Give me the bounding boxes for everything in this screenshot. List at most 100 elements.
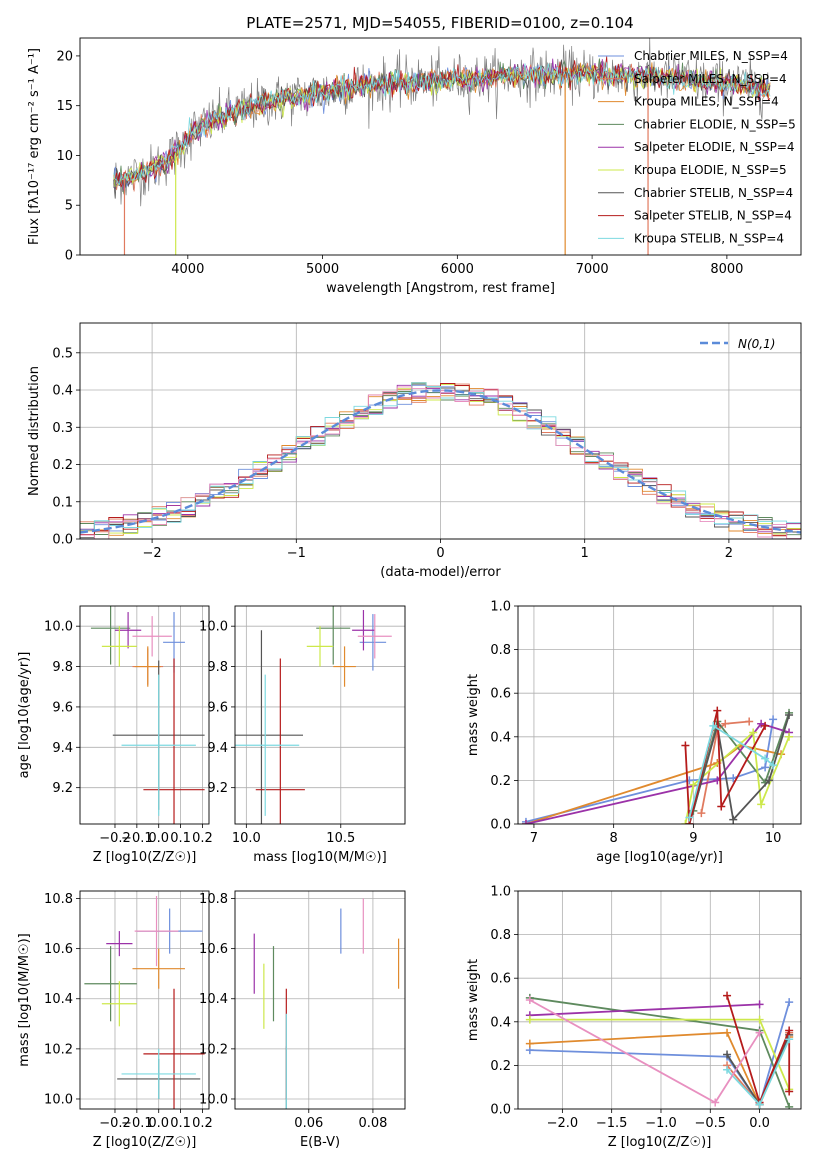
y-tick-label: 10.2 xyxy=(199,1042,228,1057)
weight-series-line xyxy=(529,1003,760,1017)
legend-label: Chabrier ELODIE, N_SSP=5 xyxy=(634,117,796,131)
x-axis-label: Z [log10(Z/Z☉)] xyxy=(93,850,197,865)
x-tick-label: 0.08 xyxy=(358,1116,387,1131)
weight-marker xyxy=(769,715,778,724)
x-tick-label: 5000 xyxy=(306,262,339,277)
weight-marker xyxy=(785,711,794,719)
panel-weight-vs-Z: −2.0 −1.5 −1.0 −0.5 0.0 0.0 0.2 0.4 0.6 0.8 1.0 Z [… xyxy=(466,885,802,1150)
weight-marker xyxy=(785,1102,794,1109)
weight-marker xyxy=(761,721,770,730)
errorbar-point xyxy=(90,606,131,665)
weight-marker xyxy=(525,1039,534,1048)
y-tick-label: 0.0 xyxy=(490,1103,511,1118)
y-tick-label: 9.6 xyxy=(207,700,228,715)
x-tick-label: 0 xyxy=(436,546,444,561)
x-tick-label: 7000 xyxy=(576,262,609,277)
y-axis-label: mass [log10(M/M☉)] xyxy=(17,933,32,1066)
panel-spectrum: 4000 5000 6000 7000 8000 0 5 10 15 20 wavelength [… xyxy=(27,37,802,296)
y-tick-label: 9.4 xyxy=(207,741,228,756)
errorbar-point xyxy=(235,630,303,824)
x-tick-label: 1 xyxy=(581,546,589,561)
x-tick-label: 0.2 xyxy=(192,1116,213,1131)
errorbar-point xyxy=(106,931,133,957)
errorbar-point xyxy=(101,626,137,667)
x-tick-label: 0.1 xyxy=(170,1116,191,1131)
weight-marker xyxy=(723,1028,732,1037)
weight-marker xyxy=(685,813,694,822)
legend-label: Chabrier MILES, N_SSP=4 xyxy=(634,49,788,63)
errorbar-point xyxy=(134,896,179,967)
x-tick-label: 2 xyxy=(725,546,733,561)
y-tick-label: 0.2 xyxy=(490,1059,511,1074)
x-tick-label: −2 xyxy=(143,546,162,561)
x-axis-label: (data-model)/error xyxy=(380,565,501,580)
x-axis-label: mass [log10(M/M☉)] xyxy=(253,850,386,865)
x-tick-label: 10.0 xyxy=(232,831,261,846)
y-tick-label: 0.8 xyxy=(490,643,511,658)
y-tick-label: 0.3 xyxy=(52,421,73,436)
model-spectrum-line xyxy=(113,56,771,188)
weight-marker xyxy=(709,721,718,730)
axes-frame xyxy=(517,890,802,1110)
y-tick-label: 0 xyxy=(65,249,73,264)
weight-marker xyxy=(785,998,794,1007)
weight-marker xyxy=(681,741,690,750)
y-tick-label: 9.2 xyxy=(52,781,73,796)
legend-label: Kroupa ELODIE, N_SSP=5 xyxy=(634,163,787,177)
plot-area-residuals xyxy=(80,382,801,539)
x-tick-label: −1.5 xyxy=(596,1116,628,1131)
y-tick-label: 10.4 xyxy=(199,992,228,1007)
weight-marker xyxy=(785,1035,794,1044)
y-tick-label: 10 xyxy=(56,149,73,164)
y-tick-label: 1.0 xyxy=(490,600,511,615)
y-tick-label: 0.4 xyxy=(52,384,73,399)
residual-histogram-step xyxy=(80,382,801,539)
spectrum-legend: Chabrier MILES, N_SSP=4 Salpeter MILES, N… xyxy=(598,49,796,245)
x-tick-label: −0.1 xyxy=(121,831,153,846)
weight-series-line xyxy=(525,722,790,824)
x-axis-label: Z [log10(Z/Z☉)] xyxy=(93,1135,197,1150)
axes-frame xyxy=(79,37,802,256)
y-tick-label: 9.6 xyxy=(52,700,73,715)
errorbar-point xyxy=(357,614,392,659)
panel-age-vs-mass: 10.0 10.5 9.2 9.4 9.6 9.8 10.0 mass [log10(M/M☉… xyxy=(199,605,406,865)
y-tick-label: 10.0 xyxy=(199,620,228,635)
weight-marker xyxy=(689,780,698,789)
weight-marker xyxy=(723,991,732,1000)
weight-marker xyxy=(749,728,758,737)
weight-marker xyxy=(711,1098,720,1107)
legend-label: Salpeter ELODIE, N_SSP=4 xyxy=(634,140,795,154)
weight-marker xyxy=(761,763,770,772)
y-tick-label: 0.0 xyxy=(490,818,511,833)
weight-marker xyxy=(723,1065,732,1074)
plot-area-mass-vs-EBV xyxy=(253,898,400,1109)
weight-marker xyxy=(755,1015,764,1024)
weight-marker xyxy=(757,800,766,809)
y-tick-label: 0.0 xyxy=(52,533,73,548)
plot-area-weight-vs-age xyxy=(521,706,794,824)
weight-marker xyxy=(761,754,770,763)
errorbar-point xyxy=(132,948,185,989)
y-tick-label: 9.4 xyxy=(52,741,73,756)
weight-marker xyxy=(681,820,690,824)
y-tick-label: 20 xyxy=(56,49,73,64)
x-tick-label: 10 xyxy=(765,831,782,846)
plot-area-age-vs-Z xyxy=(90,606,205,824)
y-tick-label: 5 xyxy=(65,199,73,214)
y-tick-label: 10.0 xyxy=(44,620,73,635)
axes-frame xyxy=(79,605,210,825)
panel-mass-vs-Z: −0.2−0.10.0 0.1 0.2 10.0 10.2 10.4 10.6 10.8 Z [… xyxy=(17,890,213,1150)
weight-marker xyxy=(521,820,530,824)
weight-marker xyxy=(713,706,722,715)
x-tick-label: 0.06 xyxy=(294,1116,323,1131)
errorbar-point xyxy=(306,626,334,667)
y-axis-label: mass weight xyxy=(466,959,481,1041)
y-tick-label: 10.0 xyxy=(44,1092,73,1107)
y-axis-label: age [log10(age/yr)] xyxy=(17,652,32,779)
x-tick-label: 0.0 xyxy=(749,1116,770,1131)
errorbar-point xyxy=(352,610,375,651)
weight-marker xyxy=(785,1026,794,1035)
panel-weight-vs-age: 7 8 9 10 0.0 0.2 0.4 0.6 0.8 1.0 age [log10(age/yr… xyxy=(466,600,802,865)
y-tick-label: 15 xyxy=(56,99,73,114)
